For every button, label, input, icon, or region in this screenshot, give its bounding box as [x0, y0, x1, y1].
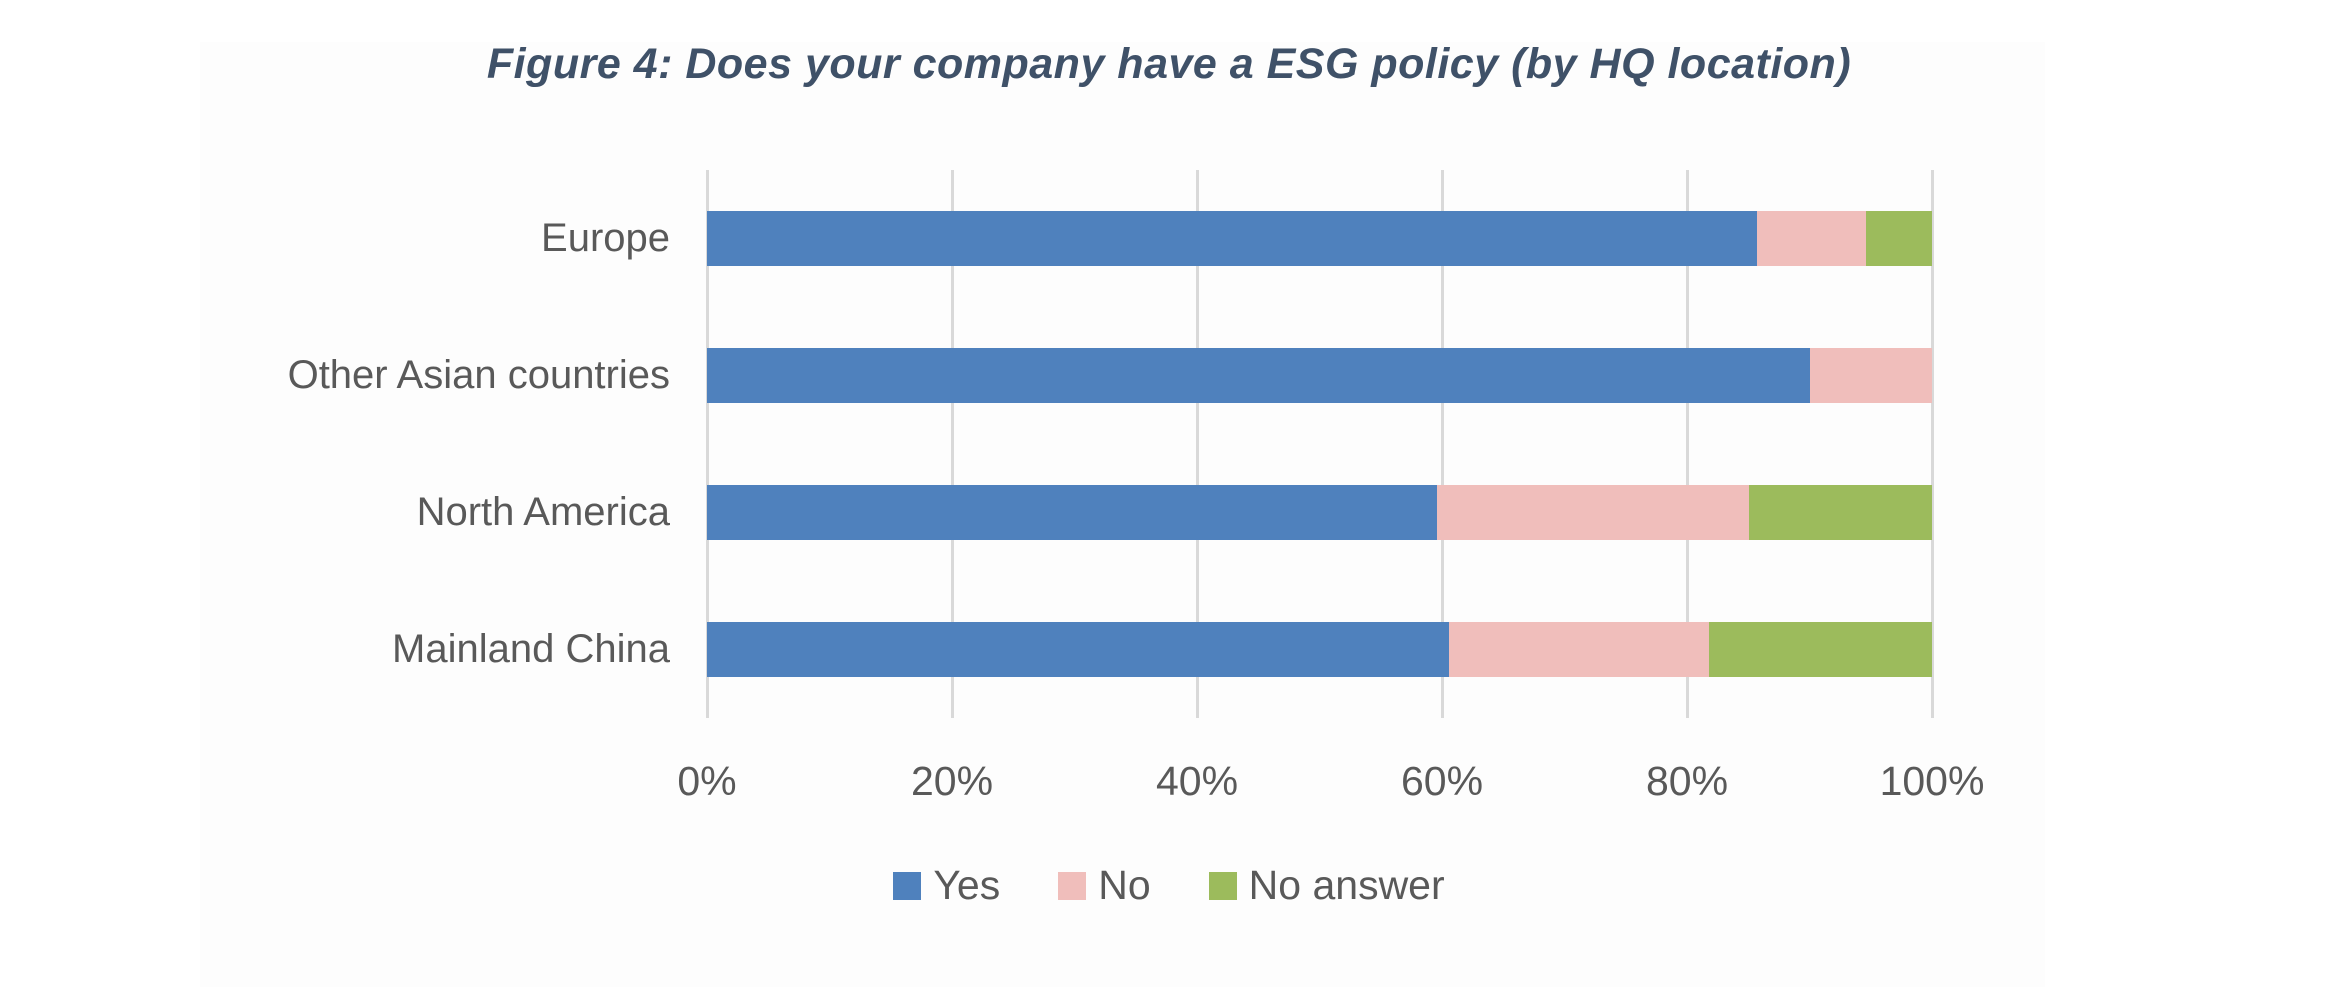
category-label-europe: Europe: [541, 216, 670, 260]
gridline-80%: [1685, 170, 1689, 718]
gridline-40%: [1195, 170, 1199, 718]
bar-segment-yes: [707, 211, 1757, 266]
bar-row-europe: [707, 170, 1932, 307]
bar-row-other-asian-countries: [707, 307, 1932, 444]
bar-segment-yes: [707, 348, 1810, 403]
bar-segment-no: [1809, 348, 1932, 403]
legend-label-no-answer: No answer: [1248, 862, 1445, 908]
x-tick-label-40%: 40%: [1155, 758, 1239, 804]
bar-segment-no: [1437, 485, 1750, 540]
legend-item-no-answer: No answer: [1208, 862, 1445, 909]
plot-area: [705, 170, 1934, 718]
bar-segment-no-answer: [1865, 211, 1932, 266]
bar-segment-no: [1449, 622, 1710, 677]
legend-label-no: No: [1098, 862, 1151, 908]
bar-segment-no-answer: [1709, 622, 1932, 677]
legend-swatch-no: [1058, 871, 1087, 900]
gridline-60%: [1440, 170, 1444, 718]
gridline-100%: [1930, 170, 1934, 718]
legend-label-yes: Yes: [933, 862, 1001, 908]
legend-item-no: No: [1058, 862, 1151, 909]
gridline-0%: [705, 170, 709, 718]
x-tick-label-100%: 100%: [1879, 758, 1985, 804]
gridline-20%: [950, 170, 954, 718]
x-tick-label-20%: 20%: [910, 758, 994, 804]
x-tick-label-60%: 60%: [1400, 758, 1484, 804]
category-label-north-america: North America: [416, 490, 670, 534]
legend-swatch-yes: [893, 871, 922, 900]
x-tick-label-80%: 80%: [1645, 758, 1729, 804]
legend-swatch-no-answer: [1208, 871, 1237, 900]
bar-segment-yes: [707, 485, 1438, 540]
bar-segment-no-answer: [1749, 485, 1932, 540]
bar-segment-no: [1756, 211, 1866, 266]
x-axis-labels: 0% 20% 40% 60% 80% 100%: [677, 758, 1984, 810]
chart-title: Figure 4: Does your company have a ESG p…: [486, 40, 1852, 88]
legend-item-yes: Yes: [893, 862, 1000, 909]
bar-rows: [707, 170, 1932, 718]
bar-row-mainland-china: [707, 581, 1932, 718]
category-label-mainland-china: Mainland China: [392, 627, 670, 671]
category-label-other-asian-countries: Other Asian countries: [287, 353, 670, 397]
bar-row-north-america: [707, 444, 1932, 581]
legend: Yes No No answer: [0, 862, 2338, 909]
category-labels: Europe Other Asian countries North America…: [0, 170, 670, 718]
bar-segment-yes: [707, 622, 1450, 677]
x-tick-label-0%: 0%: [677, 758, 737, 804]
